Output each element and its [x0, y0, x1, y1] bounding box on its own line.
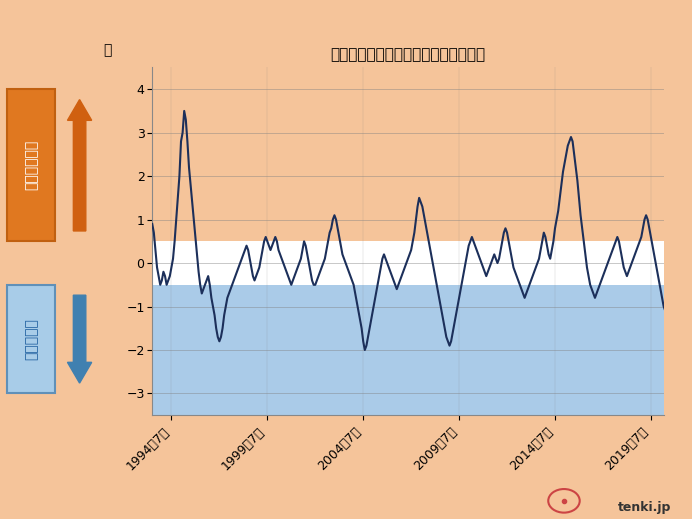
Title: エルニーニョ監視海域の海面水温偏差: エルニーニョ監視海域の海面水温偏差 [331, 47, 486, 62]
Text: ラニーニャ: ラニーニャ [24, 318, 38, 360]
Text: 度: 度 [103, 43, 111, 57]
Text: tenki.jp: tenki.jp [618, 501, 671, 514]
Bar [152, 285, 664, 415]
Bar [152, 241, 664, 285]
Text: エルニーニョ: エルニーニョ [24, 140, 38, 190]
